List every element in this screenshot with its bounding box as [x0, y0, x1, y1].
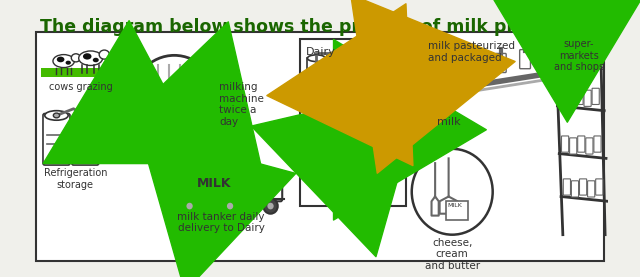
FancyBboxPatch shape [596, 179, 603, 195]
FancyBboxPatch shape [520, 50, 531, 69]
Text: cows grazing: cows grazing [49, 82, 113, 92]
FancyBboxPatch shape [560, 88, 567, 104]
Ellipse shape [156, 110, 172, 121]
Ellipse shape [57, 57, 65, 62]
FancyBboxPatch shape [582, 42, 589, 59]
FancyBboxPatch shape [43, 114, 70, 165]
Ellipse shape [53, 55, 74, 68]
FancyBboxPatch shape [253, 171, 282, 201]
Circle shape [131, 55, 218, 147]
Ellipse shape [93, 58, 99, 62]
FancyBboxPatch shape [576, 88, 583, 104]
Ellipse shape [45, 111, 68, 120]
FancyBboxPatch shape [307, 58, 325, 96]
FancyBboxPatch shape [590, 40, 598, 57]
Text: milk tanker daily
delivery to Dairy: milk tanker daily delivery to Dairy [177, 212, 265, 234]
FancyBboxPatch shape [588, 181, 595, 197]
FancyBboxPatch shape [300, 39, 406, 206]
FancyBboxPatch shape [566, 42, 573, 59]
Text: milking
machine
twice a
day: milking machine twice a day [220, 82, 264, 127]
FancyBboxPatch shape [594, 136, 601, 152]
Ellipse shape [327, 94, 345, 101]
Ellipse shape [144, 105, 160, 117]
Ellipse shape [53, 113, 60, 118]
Ellipse shape [172, 168, 257, 198]
Circle shape [227, 203, 233, 209]
FancyBboxPatch shape [570, 138, 577, 154]
Ellipse shape [327, 52, 345, 59]
FancyBboxPatch shape [422, 65, 433, 84]
Text: Dairy: Dairy [306, 47, 335, 57]
FancyBboxPatch shape [568, 90, 575, 106]
FancyBboxPatch shape [544, 46, 555, 65]
Text: super-
markets
and shops: super- markets and shops [554, 39, 604, 72]
Ellipse shape [74, 114, 97, 123]
FancyBboxPatch shape [572, 181, 579, 197]
FancyBboxPatch shape [327, 55, 345, 97]
Ellipse shape [338, 90, 371, 102]
Ellipse shape [99, 50, 109, 59]
FancyBboxPatch shape [259, 174, 277, 189]
FancyBboxPatch shape [447, 61, 458, 80]
FancyBboxPatch shape [41, 68, 120, 77]
Circle shape [412, 149, 493, 235]
Ellipse shape [338, 176, 371, 188]
Ellipse shape [65, 61, 71, 65]
FancyBboxPatch shape [72, 116, 99, 165]
Text: milk: milk [437, 117, 460, 127]
Text: MILK: MILK [448, 203, 463, 208]
Circle shape [223, 198, 237, 214]
Ellipse shape [182, 111, 190, 118]
FancyBboxPatch shape [584, 90, 591, 106]
Circle shape [263, 198, 278, 214]
Ellipse shape [83, 53, 92, 60]
FancyBboxPatch shape [558, 40, 565, 57]
FancyBboxPatch shape [338, 96, 371, 182]
Ellipse shape [79, 51, 102, 65]
Ellipse shape [71, 54, 81, 62]
Circle shape [182, 198, 196, 214]
Ellipse shape [307, 177, 336, 188]
Circle shape [268, 203, 274, 209]
Text: Refrigeration
storage: Refrigeration storage [44, 168, 107, 189]
Ellipse shape [157, 102, 165, 108]
FancyBboxPatch shape [471, 57, 482, 76]
FancyBboxPatch shape [579, 179, 587, 195]
Ellipse shape [307, 105, 336, 116]
Text: MILK: MILK [197, 177, 232, 190]
FancyBboxPatch shape [561, 136, 569, 152]
FancyBboxPatch shape [307, 111, 336, 182]
FancyBboxPatch shape [578, 136, 585, 152]
Ellipse shape [307, 93, 325, 100]
FancyBboxPatch shape [574, 40, 581, 57]
Text: milk pasteurized
and packaged: milk pasteurized and packaged [428, 41, 515, 63]
FancyBboxPatch shape [495, 53, 506, 73]
FancyBboxPatch shape [36, 32, 604, 261]
Text: cheese,
cream
and butter: cheese, cream and butter [425, 238, 480, 271]
Circle shape [186, 203, 193, 209]
Ellipse shape [169, 114, 185, 126]
FancyBboxPatch shape [446, 201, 467, 220]
Ellipse shape [170, 106, 177, 113]
FancyBboxPatch shape [592, 88, 599, 104]
FancyBboxPatch shape [586, 138, 593, 154]
FancyBboxPatch shape [563, 179, 570, 195]
Ellipse shape [307, 55, 325, 61]
Text: The diagram below shows the process of milk production: The diagram below shows the process of m… [40, 18, 600, 36]
Ellipse shape [82, 113, 88, 118]
